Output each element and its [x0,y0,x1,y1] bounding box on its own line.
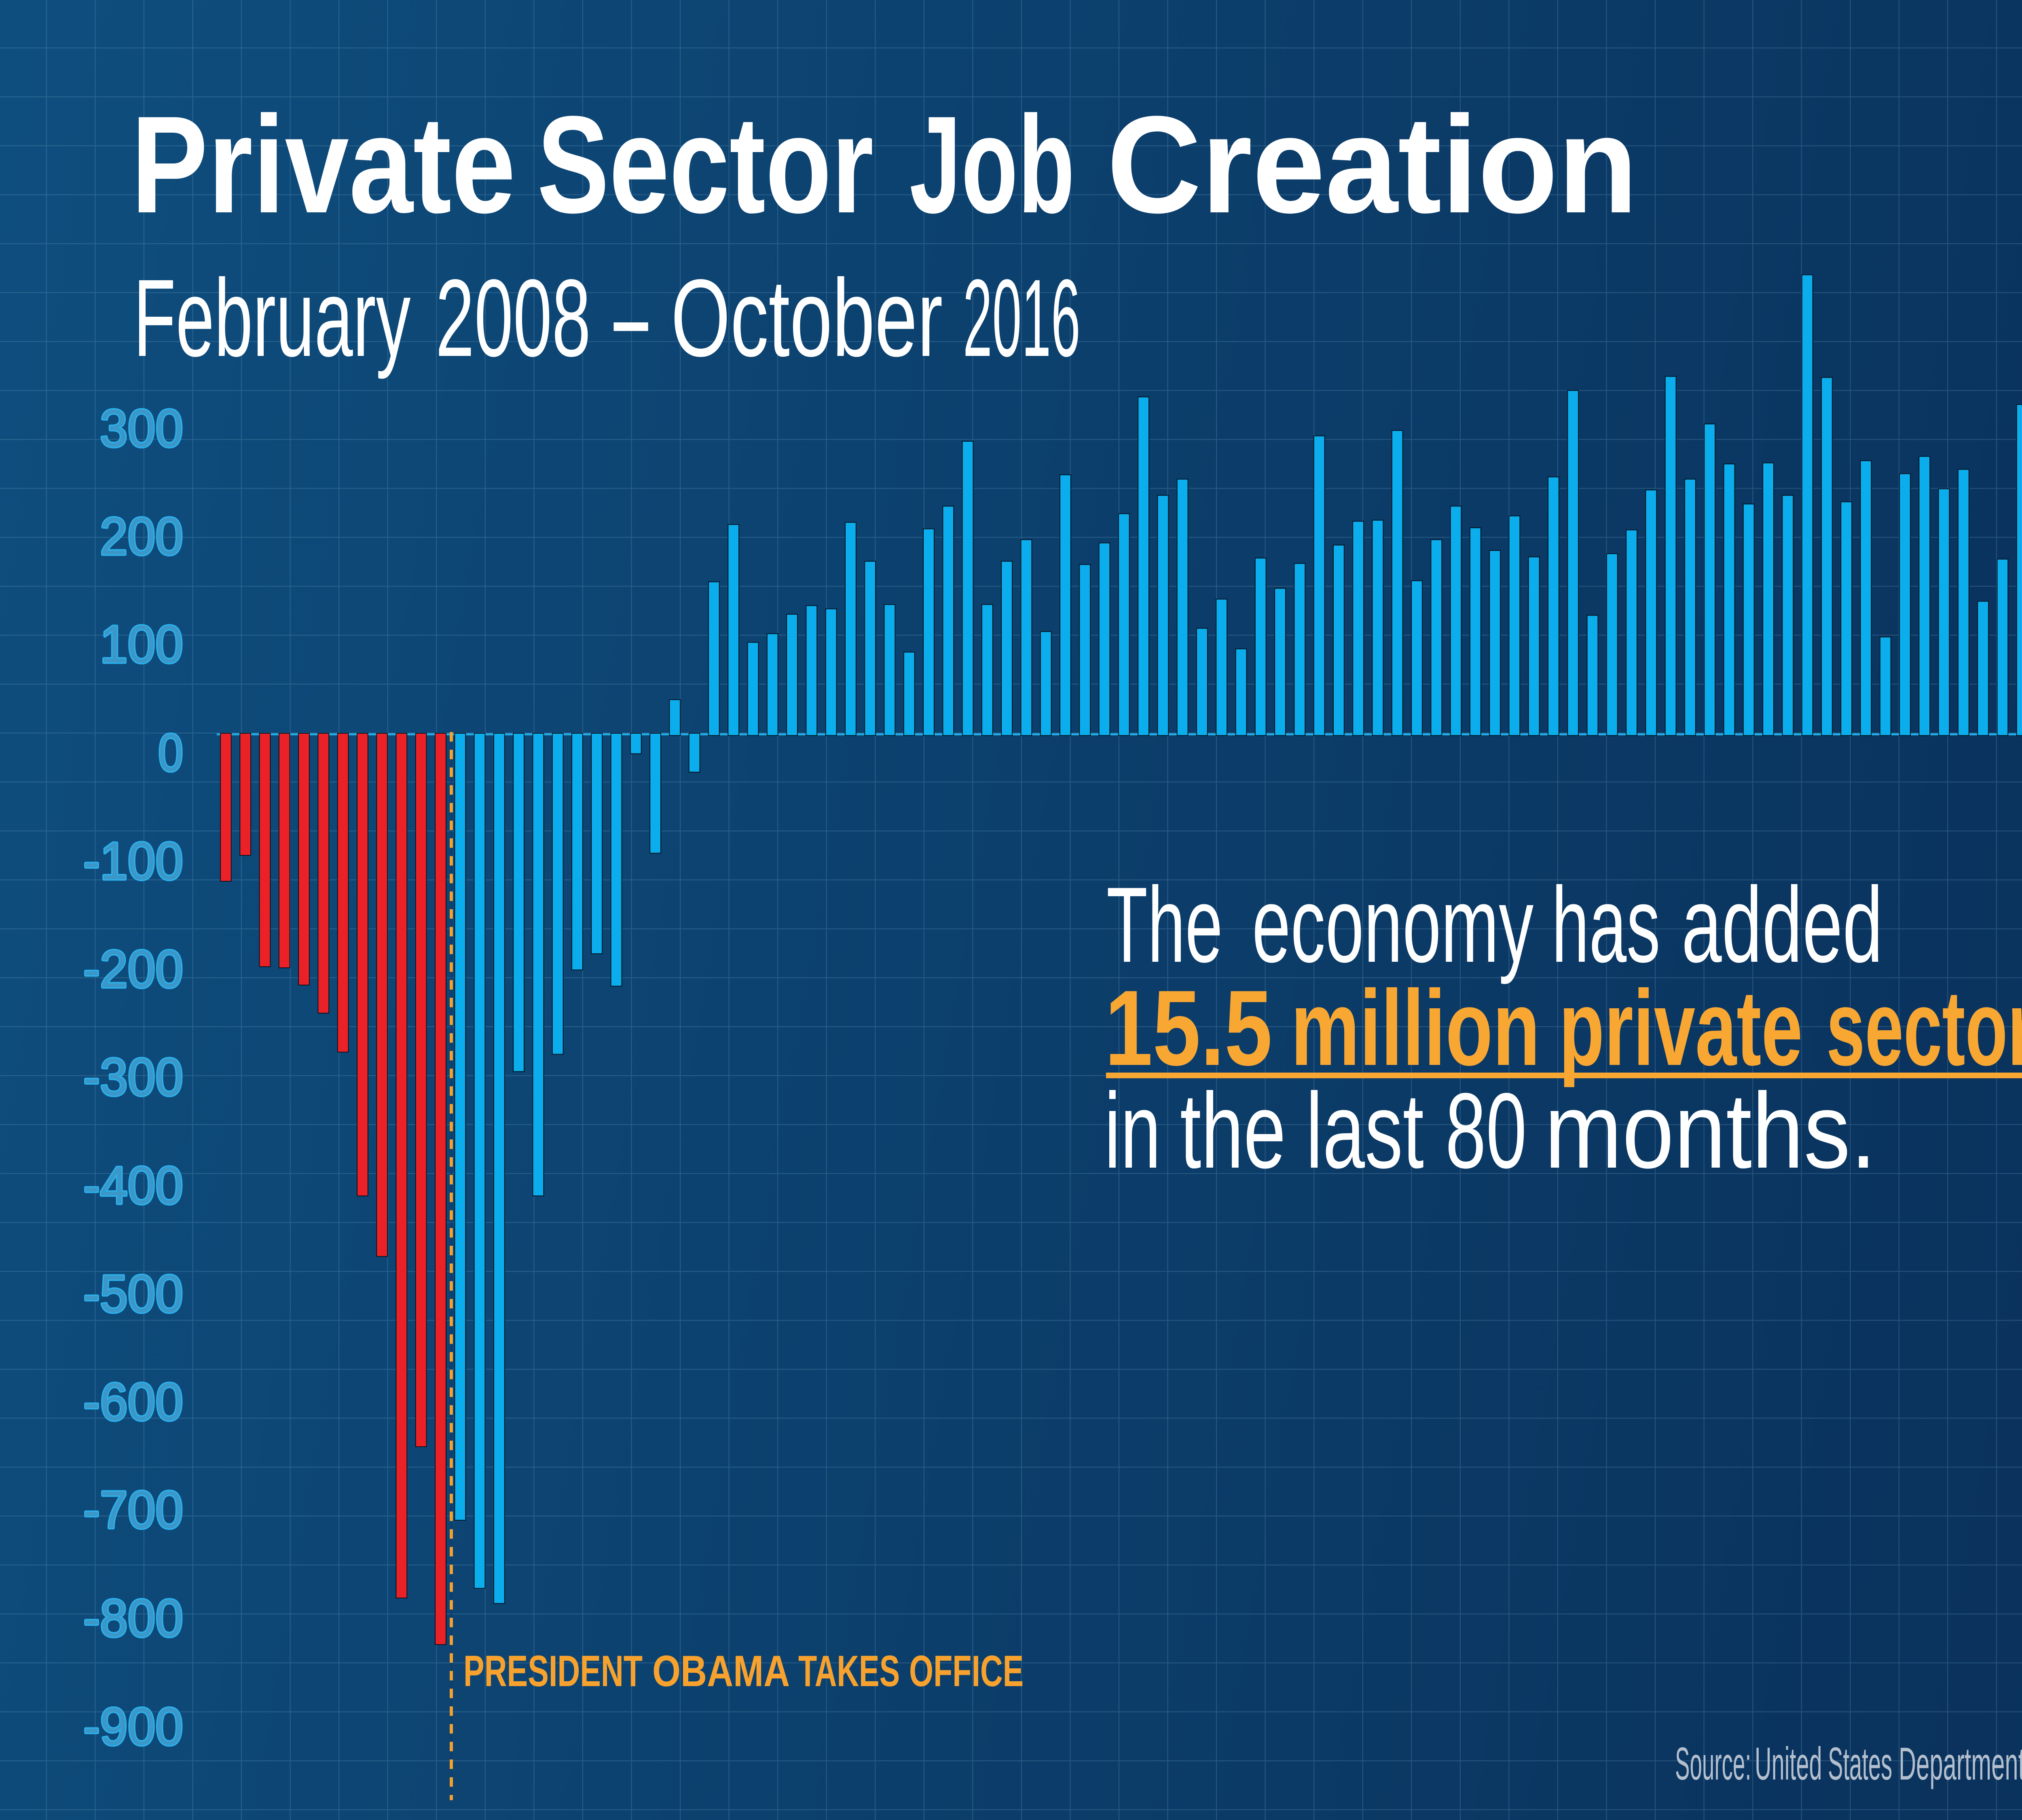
svg-text:private: private [1559,968,1803,1088]
svg-text:2008: 2008 [436,256,591,379]
svg-text:-200: -200 [83,939,183,999]
svg-text:months.: months. [1544,1071,1876,1191]
svg-text:has: has [1552,865,1660,985]
svg-text:Creation: Creation [1107,87,1638,242]
svg-text:-700: -700 [83,1480,183,1539]
svg-text:-400: -400 [83,1155,183,1215]
svg-text:OFFICE: OFFICE [909,1646,1024,1696]
svg-text:States: States [1828,1738,1892,1790]
svg-text:The: The [1106,865,1223,985]
svg-text:in: in [1104,1071,1161,1191]
svg-text:Source:: Source: [1675,1738,1751,1790]
svg-text:2016: 2016 [963,256,1081,379]
svg-text:October: October [671,256,943,379]
svg-text:0: 0 [158,723,183,782]
svg-text:-900: -900 [83,1697,183,1756]
svg-text:TAKES: TAKES [798,1646,900,1696]
svg-text:80: 80 [1445,1071,1527,1191]
svg-text:Sector: Sector [537,87,874,242]
svg-text:Private: Private [131,87,516,242]
svg-text:300: 300 [100,398,183,458]
svg-text:sector: sector [1826,968,2022,1088]
svg-text:last: last [1306,1071,1424,1191]
svg-text:OBAMA: OBAMA [652,1646,790,1696]
svg-text:-300: -300 [83,1047,183,1107]
svg-text:15.5: 15.5 [1105,968,1272,1088]
svg-text:-: - [607,256,654,379]
svg-text:100: 100 [100,614,183,674]
svg-text:-600: -600 [83,1372,183,1431]
svg-text:-800: -800 [83,1588,183,1648]
svg-text:Job: Job [909,87,1075,242]
svg-text:-500: -500 [83,1264,183,1323]
svg-text:February: February [133,256,410,380]
svg-text:added: added [1681,865,1883,985]
svg-text:Department: Department [1899,1738,2022,1790]
svg-text:-100: -100 [83,831,183,891]
svg-text:United: United [1755,1738,1822,1790]
svg-text:economy: economy [1252,865,1533,985]
svg-text:the: the [1180,1071,1286,1191]
svg-text:PRESIDENT: PRESIDENT [463,1646,643,1696]
svg-text:million: million [1291,968,1540,1088]
svg-text:200: 200 [100,506,183,566]
